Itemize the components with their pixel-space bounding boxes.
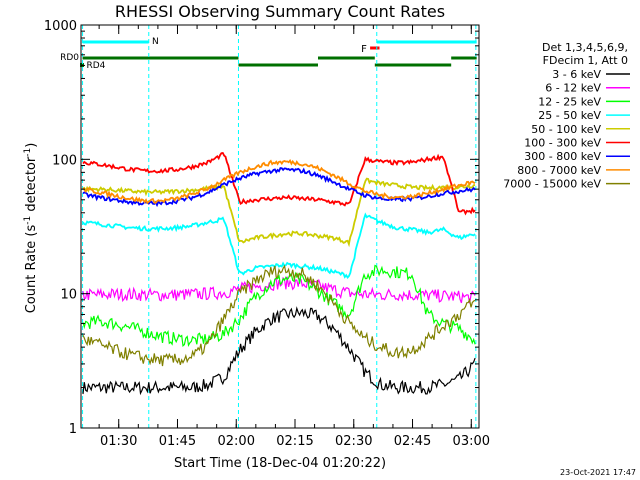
y-tick-label: 100 — [52, 153, 77, 168]
x-tick-label: 03:00 — [453, 434, 490, 449]
series-line — [82, 212, 476, 279]
legend-entry-label: 800 - 7000 keV — [517, 164, 601, 177]
x-tick-label: 02:45 — [394, 434, 431, 449]
chart-title: RHESSI Observing Summary Count Rates — [115, 2, 445, 21]
flare-label: F — [361, 44, 367, 55]
legend-header: Det 1,3,4,5,6,9, — [542, 41, 628, 54]
legend-entry-label: 12 - 25 keV — [538, 95, 601, 108]
x-tick-label: 02:15 — [276, 434, 313, 449]
x-axis: 01:30 01:45 02:00 02:15 02:30 02:45 03:00 — [98, 25, 490, 449]
series-line — [82, 177, 476, 248]
series-group — [82, 152, 476, 396]
series-line — [82, 264, 476, 348]
legend-entry-label: 6 - 12 keV — [545, 82, 601, 95]
y-tick-label: 10 — [60, 288, 77, 303]
x-tick-label: 02:30 — [335, 434, 372, 449]
y-axis: 1 10 100 1000 — [44, 19, 479, 437]
series-line — [82, 306, 476, 396]
legend-header: FDecim 1, Att 0 — [543, 54, 628, 67]
legend-entry-label: 7000 - 15000 keV — [503, 178, 601, 191]
legend: Det 1,3,4,5,6,9,FDecim 1, Att 03 - 6 keV… — [503, 41, 630, 191]
series-line — [82, 264, 476, 367]
legend-entry-label: 50 - 100 keV — [531, 123, 601, 136]
y-axis-label: Count Rate (s-1 detector-1) — [23, 143, 39, 314]
legend-entry-label: 3 - 6 keV — [552, 68, 601, 81]
x-axis-label: Start Time (18-Dec-04 01:20:22) — [174, 456, 386, 471]
status-bands: RD0 RD4 N F — [60, 37, 477, 71]
x-tick-label: 02:00 — [218, 434, 255, 449]
legend-entry-label: 25 - 50 keV — [538, 109, 601, 122]
timestamp: 23-Oct-2021 17:47 — [560, 468, 636, 477]
rd4-label: RD4 — [86, 61, 105, 71]
y-tick-label: 1 — [69, 422, 77, 437]
series-line — [82, 152, 476, 216]
series-line — [82, 158, 476, 205]
x-tick-label: 01:30 — [100, 434, 137, 449]
night-label: N — [152, 37, 159, 47]
legend-entry-label: 300 - 800 keV — [524, 150, 601, 163]
rd0-label: RD0 — [60, 53, 79, 63]
y-tick-label: 1000 — [44, 19, 77, 34]
series-line — [82, 276, 476, 304]
vertical-markers — [82, 25, 477, 428]
x-tick-label: 01:45 — [159, 434, 196, 449]
plot-frame — [80, 24, 480, 429]
legend-entry-label: 100 - 300 keV — [524, 137, 601, 150]
